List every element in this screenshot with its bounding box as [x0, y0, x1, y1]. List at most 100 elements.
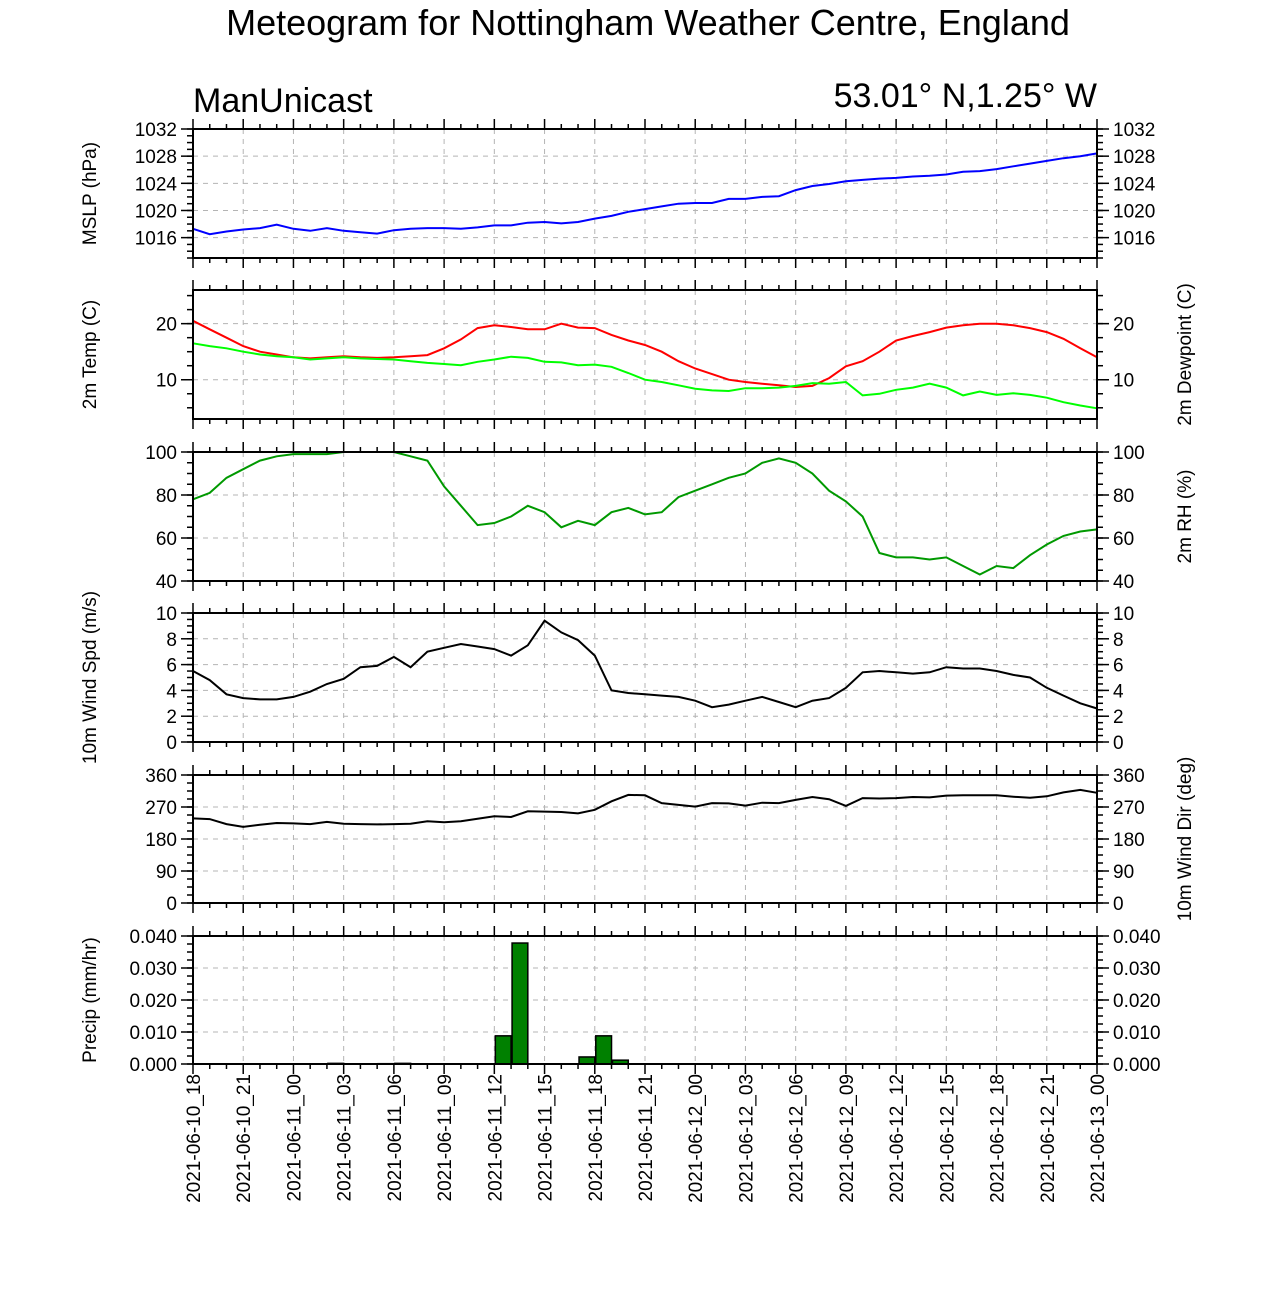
y-tick-label-right: 4 [1113, 681, 1124, 702]
y-tick-label-left: 1024 [135, 174, 178, 195]
x-tick-label: 2021-06-12_18 [988, 1074, 1009, 1203]
panel-5: 0.000 0.000 0.010 0.010 0.020 0.020 0.030 0.030… [80, 926, 1161, 1076]
y-tick-label-left: 6 [166, 656, 177, 677]
series-line-1-0 [192, 319, 1098, 389]
y-tick-label-left: 100 [145, 443, 177, 464]
y-tick-label-right: 180 [1113, 830, 1145, 851]
y-tick-label-right: 40 [1113, 572, 1134, 593]
y-tick-label-left: 0.010 [129, 1023, 177, 1044]
y-axis-label-right: 2m Dewpoint (C) [1175, 283, 1196, 426]
x-axis: 2021-06-10_18 2021-06-10_21 2021-06-11_00 2… [184, 1074, 1109, 1203]
x-tick-label: 2021-06-11_21 [636, 1074, 657, 1201]
y-axis-label-right: 10m Wind Dir (deg) [1175, 757, 1196, 922]
y-tick-label-right: 100 [1113, 443, 1145, 464]
y-tick-label-left: 0 [166, 894, 177, 915]
y-tick-label-left: 2 [166, 707, 177, 728]
series-line-4-0 [192, 788, 1098, 828]
precip-bar [578, 1056, 596, 1065]
x-tick-label: 2021-06-11_18 [586, 1074, 607, 1201]
y-tick-label-left: 4 [166, 681, 177, 702]
location-label: 53.01° N,1.25° W [834, 77, 1097, 115]
y-tick-label-left: 10 [156, 604, 177, 625]
panel-3: 0 0 2 2 4 4 6 6 8 8 10 10 10m Wind Spd (m/s) [80, 591, 1134, 764]
y-tick-label-left: 0.040 [129, 927, 177, 948]
y-tick-label-left: 0.000 [129, 1055, 177, 1076]
precip-bar [511, 942, 529, 1065]
y-tick-label-left: 40 [156, 572, 177, 593]
panel-2: 40 40 60 60 80 80 100 100 2m RH (%) [145, 442, 1196, 593]
x-tick-label: 2021-06-11_09 [435, 1074, 456, 1201]
x-tick-label: 2021-06-11_03 [335, 1074, 356, 1201]
chart-title: Meteogram for Nottingham Weather Centre,… [226, 2, 1070, 43]
y-tick-label-right: 0.040 [1113, 927, 1161, 948]
y-tick-label-right: 8 [1113, 630, 1124, 651]
y-tick-label-right: 1028 [1113, 147, 1155, 168]
y-tick-label-right: 0.000 [1113, 1055, 1161, 1076]
y-tick-label-left: 8 [166, 630, 177, 651]
y-tick-label-right: 0.020 [1113, 991, 1161, 1012]
y-axis-label-right: 2m RH (%) [1175, 470, 1196, 564]
x-tick-label: 2021-06-12_12 [887, 1074, 908, 1203]
y-tick-label-right: 0.010 [1113, 1023, 1161, 1044]
series-line-0-0 [192, 152, 1098, 236]
y-tick-label-left: 0 [166, 733, 177, 754]
y-tick-label-right: 80 [1113, 486, 1134, 507]
panel-0: 1016 1016 1020 1020 1024 1024 1028 1028 1032 1032… [80, 119, 1156, 268]
x-tick-label: 2021-06-11_15 [536, 1074, 557, 1201]
x-tick-label: 2021-06-13_00 [1088, 1074, 1109, 1203]
y-tick-label-left: 1028 [135, 147, 177, 168]
y-axis-label-left: 10m Wind Spd (m/s) [80, 591, 101, 764]
y-tick-label-right: 1016 [1113, 229, 1155, 250]
y-tick-label-right: 1024 [1113, 174, 1156, 195]
x-tick-label: 2021-06-12_06 [787, 1074, 808, 1203]
y-tick-label-right: 2 [1113, 707, 1124, 728]
y-tick-label-right: 0 [1113, 894, 1124, 915]
y-tick-label-right: 10 [1113, 604, 1134, 625]
precip-bar [595, 1035, 613, 1065]
y-tick-label-left: 270 [145, 798, 177, 819]
x-tick-label: 2021-06-12_21 [1038, 1074, 1059, 1203]
y-tick-label-left: 360 [145, 766, 177, 787]
y-tick-label-right: 0 [1113, 733, 1124, 754]
y-axis-label-left: 2m Temp (C) [80, 300, 101, 409]
x-tick-label: 2021-06-11_00 [284, 1074, 305, 1201]
x-tick-label: 2021-06-10_18 [184, 1074, 205, 1203]
panel-4: 0 0 90 90 180 180 270 270 360 360 10m Wind Dir (de… [145, 757, 1196, 922]
x-tick-label: 2021-06-11_06 [385, 1074, 406, 1201]
series-line-1-1 [192, 342, 1098, 410]
panel-1: 10 10 20 20 2m Temp (C) 2m Dewpoint (C) [80, 280, 1196, 429]
y-tick-label-right: 60 [1113, 529, 1134, 550]
precip-bar [494, 1035, 512, 1065]
x-tick-label: 2021-06-10_21 [234, 1074, 255, 1203]
y-tick-label-left: 0.020 [129, 991, 177, 1012]
x-tick-label: 2021-06-12_00 [686, 1074, 707, 1203]
x-tick-label: 2021-06-11_12 [485, 1074, 506, 1201]
y-tick-label-right: 20 [1113, 315, 1134, 336]
y-tick-label-left: 1020 [135, 201, 177, 222]
y-axis-label-left: Precip (mm/hr) [80, 937, 101, 1063]
y-tick-label-right: 10 [1113, 371, 1134, 392]
y-tick-label-left: 60 [156, 529, 177, 550]
y-tick-label-left: 80 [156, 486, 177, 507]
y-tick-label-left: 1016 [135, 229, 177, 250]
y-axis-label-left: MSLP (hPa) [80, 142, 101, 245]
y-tick-label-left: 1032 [135, 120, 177, 141]
y-tick-label-left: 90 [156, 862, 177, 883]
model-label: ManUnicast [193, 82, 373, 120]
x-tick-label: 2021-06-12_09 [837, 1074, 858, 1203]
y-tick-label-right: 1020 [1113, 201, 1155, 222]
y-tick-label-right: 0.030 [1113, 959, 1161, 980]
y-tick-label-left: 0.030 [129, 959, 177, 980]
y-tick-label-left: 20 [156, 315, 177, 336]
series-line-3-0 [192, 619, 1098, 710]
x-tick-label: 2021-06-12_15 [937, 1074, 958, 1203]
y-tick-label-right: 90 [1113, 862, 1134, 883]
x-tick-label: 2021-06-12_03 [736, 1074, 757, 1203]
y-tick-label-left: 180 [145, 830, 177, 851]
y-tick-label-right: 270 [1113, 798, 1145, 819]
y-tick-label-right: 1032 [1113, 120, 1155, 141]
y-tick-label-right: 360 [1113, 766, 1145, 787]
y-tick-label-left: 10 [156, 371, 177, 392]
